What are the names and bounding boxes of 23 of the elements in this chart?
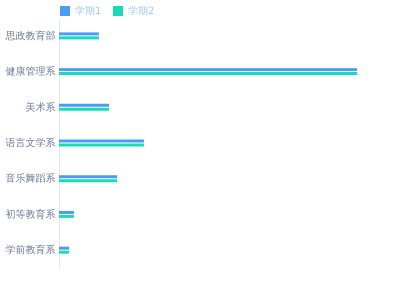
bar	[59, 143, 144, 146]
bar	[59, 32, 99, 36]
bar	[59, 175, 118, 178]
y-tick-label: 健康管理系	[6, 66, 56, 78]
bar	[59, 250, 70, 254]
bar	[59, 72, 357, 76]
legend-label: 学期1	[75, 5, 102, 17]
bar	[59, 210, 74, 214]
bar	[59, 246, 70, 250]
y-tick-label: 思政教育部	[4, 30, 56, 42]
y-tick-label: 学前教育系	[6, 244, 56, 256]
legend-label: 学期2	[128, 5, 154, 17]
y-tick-label: 美术系	[26, 101, 56, 114]
bar	[59, 104, 110, 107]
bar	[59, 140, 144, 143]
y-tick-label: 初等教育系	[6, 208, 56, 220]
bar	[59, 68, 357, 72]
bar	[59, 179, 118, 182]
bar	[59, 108, 110, 111]
bar	[59, 214, 74, 218]
y-tick-label: 音乐舞蹈系	[6, 172, 56, 185]
y-tick-label: 语言文学系	[6, 137, 56, 149]
bar	[59, 36, 99, 40]
